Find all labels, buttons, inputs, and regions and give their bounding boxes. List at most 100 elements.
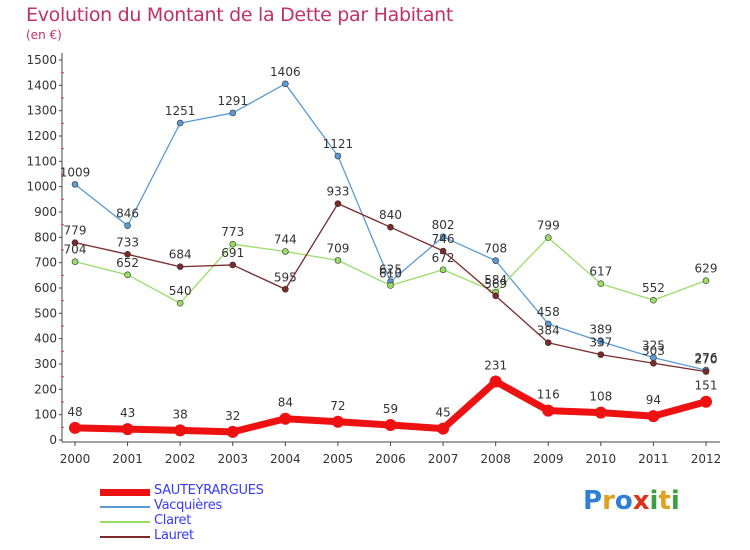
data-point <box>647 410 660 423</box>
y-tick-label: 0 <box>49 433 57 447</box>
data-point <box>176 299 184 307</box>
data-point <box>544 320 552 328</box>
data-point <box>542 404 555 417</box>
data-point <box>334 152 342 160</box>
data-label: 59 <box>383 402 398 416</box>
data-point <box>282 80 289 88</box>
data-point <box>597 280 605 287</box>
logo-letter: r <box>602 486 615 516</box>
data-label: 43 <box>120 406 135 420</box>
y-tick-label: 1400 <box>26 78 57 92</box>
data-label: 1121 <box>323 137 354 151</box>
data-label: 389 <box>589 322 612 336</box>
data-point <box>124 222 131 229</box>
y-tick-label: 900 <box>34 205 57 219</box>
y-tick-label: 1100 <box>26 154 57 168</box>
data-label: 1291 <box>217 94 248 108</box>
data-point <box>176 263 184 271</box>
data-point <box>229 240 237 248</box>
data-point <box>71 181 79 188</box>
logo-letter: P <box>583 486 603 516</box>
data-label: 672 <box>432 251 455 265</box>
data-label: 116 <box>537 388 560 402</box>
data-point <box>492 292 499 300</box>
data-point <box>387 282 394 289</box>
data-label: 84 <box>278 396 293 410</box>
data-point <box>69 421 81 434</box>
data-point <box>124 271 131 279</box>
legend-swatch <box>100 506 150 508</box>
y-tick-label: 1500 <box>26 53 57 67</box>
x-tick-label: 2000 <box>60 452 91 466</box>
y-tick-label: 600 <box>34 281 57 295</box>
data-point <box>650 359 657 367</box>
data-label: 276 <box>695 351 718 365</box>
y-tick-label: 200 <box>34 382 57 396</box>
data-label: 325 <box>642 339 665 353</box>
data-label: 744 <box>274 233 297 247</box>
data-point <box>702 277 710 284</box>
y-tick-label: 300 <box>34 357 57 371</box>
x-tick-label: 2009 <box>533 452 564 466</box>
data-label: 779 <box>64 224 87 238</box>
legend-swatch <box>100 488 150 496</box>
data-point <box>700 395 712 408</box>
y-tick-label: 1300 <box>26 104 57 118</box>
legend-label: Lauret <box>154 528 194 543</box>
data-point <box>594 406 607 419</box>
data-label: 799 <box>537 219 560 233</box>
data-label: 552 <box>642 281 665 295</box>
data-label: 45 <box>435 406 450 420</box>
data-label: 629 <box>695 262 718 276</box>
data-label: 709 <box>326 241 349 255</box>
y-tick-label: 1000 <box>26 180 57 194</box>
y-tick-label: 500 <box>34 306 57 320</box>
data-point <box>334 257 342 264</box>
data-label: 1009 <box>60 165 91 179</box>
data-label: 733 <box>116 235 139 249</box>
data-label: 151 <box>695 379 718 393</box>
data-point <box>282 248 289 255</box>
data-label: 684 <box>169 248 192 262</box>
x-tick-label: 2002 <box>165 452 196 466</box>
unit-label: (en €) <box>26 28 62 42</box>
data-point <box>71 239 79 246</box>
x-tick-label: 2001 <box>112 452 143 466</box>
data-label: 610 <box>379 266 402 280</box>
x-tick-label: 2010 <box>586 452 617 466</box>
data-label: 72 <box>330 399 345 413</box>
data-label: 540 <box>169 284 192 298</box>
data-label: 569 <box>484 277 507 291</box>
data-point <box>544 339 552 347</box>
data-label: 231 <box>484 358 507 372</box>
data-label: 652 <box>116 256 139 270</box>
data-label: 846 <box>116 207 139 221</box>
data-label: 595 <box>274 270 297 284</box>
data-point <box>597 338 605 345</box>
series-vacqui-res: 1009 846 1251 1291 1406 1121 625 802 708 458 389 32… <box>60 65 718 374</box>
data-label: 802 <box>432 218 455 232</box>
data-label: 270 <box>695 353 718 367</box>
data-label: 691 <box>221 246 244 260</box>
data-point <box>176 119 184 127</box>
x-tick-label: 2005 <box>323 452 354 466</box>
data-point <box>334 200 342 207</box>
y-tick-label: 100 <box>34 408 57 422</box>
y-tick-label: 1200 <box>26 129 57 143</box>
y-tick-label: 700 <box>34 256 57 270</box>
data-point <box>384 419 397 432</box>
data-label: 1251 <box>165 104 196 118</box>
data-label: 384 <box>537 324 560 338</box>
data-label: 94 <box>646 393 661 407</box>
series-sauteyrargues: 48 43 38 32 84 72 59 45 231 116 108 94 151 <box>67 358 718 438</box>
data-point <box>702 368 710 375</box>
data-point <box>174 424 187 437</box>
data-label: 32 <box>225 409 240 423</box>
logo-letter: o <box>614 486 633 516</box>
legend-swatch <box>100 521 150 523</box>
x-tick-label: 2006 <box>375 452 406 466</box>
data-label: 704 <box>64 243 87 257</box>
data-label: 840 <box>379 208 402 222</box>
data-label: 746 <box>432 232 455 246</box>
logo-letter: i <box>649 486 659 516</box>
